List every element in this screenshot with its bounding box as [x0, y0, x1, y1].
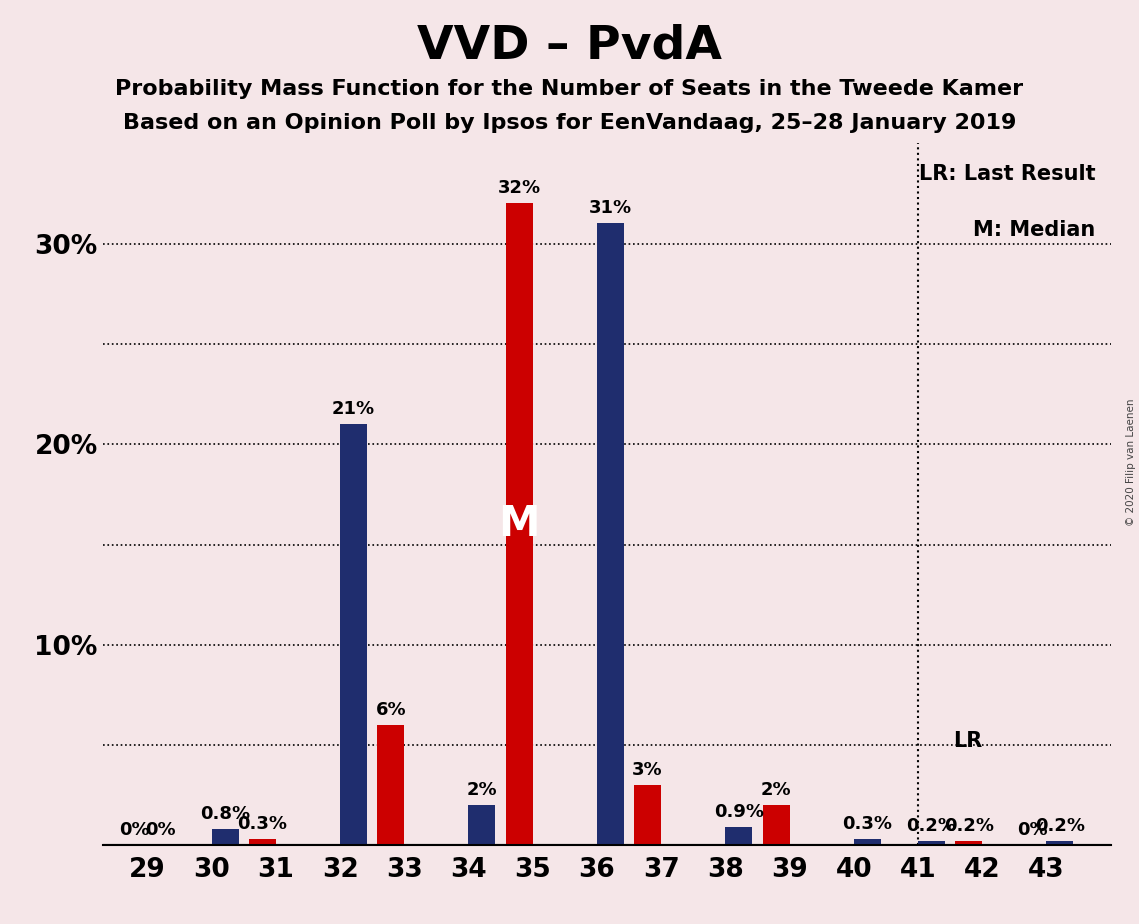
Bar [854, 839, 880, 845]
Text: 0.8%: 0.8% [200, 806, 251, 823]
Text: Based on an Opinion Poll by Ipsos for EenVandaag, 25–28 January 2019: Based on an Opinion Poll by Ipsos for Ee… [123, 113, 1016, 133]
Text: VVD – PvdA: VVD – PvdA [417, 23, 722, 68]
Text: Probability Mass Function for the Number of Seats in the Tweede Kamer: Probability Mass Function for the Number… [115, 79, 1024, 99]
Text: LR: Last Result: LR: Last Result [919, 164, 1096, 184]
Text: 31%: 31% [589, 200, 632, 217]
Bar [506, 203, 533, 845]
Text: 0%: 0% [1017, 821, 1048, 839]
Text: 0%: 0% [146, 821, 177, 839]
Text: 6%: 6% [376, 701, 407, 719]
Text: 0.2%: 0.2% [1035, 818, 1084, 835]
Text: 0.2%: 0.2% [907, 818, 957, 835]
Text: 0.9%: 0.9% [714, 803, 764, 821]
Text: 0.3%: 0.3% [237, 815, 287, 833]
Text: M: Median: M: Median [973, 221, 1096, 240]
Text: 2%: 2% [761, 782, 792, 799]
Text: 21%: 21% [331, 400, 375, 418]
Text: © 2020 Filip van Laenen: © 2020 Filip van Laenen [1125, 398, 1136, 526]
Bar [918, 842, 945, 845]
Text: M: M [499, 504, 540, 545]
Bar [377, 725, 404, 845]
Bar [1047, 842, 1073, 845]
Text: 0.3%: 0.3% [842, 815, 892, 833]
Bar [212, 830, 239, 845]
Bar [597, 224, 624, 845]
Bar [249, 839, 276, 845]
Bar [341, 424, 367, 845]
Text: 2%: 2% [467, 782, 498, 799]
Bar [956, 842, 982, 845]
Bar [726, 827, 752, 845]
Text: 3%: 3% [632, 761, 663, 779]
Text: 32%: 32% [498, 179, 541, 198]
Bar [762, 806, 789, 845]
Bar [468, 806, 495, 845]
Bar [634, 785, 661, 845]
Text: LR: LR [953, 731, 983, 751]
Text: 0%: 0% [118, 821, 149, 839]
Text: 0.2%: 0.2% [943, 818, 993, 835]
